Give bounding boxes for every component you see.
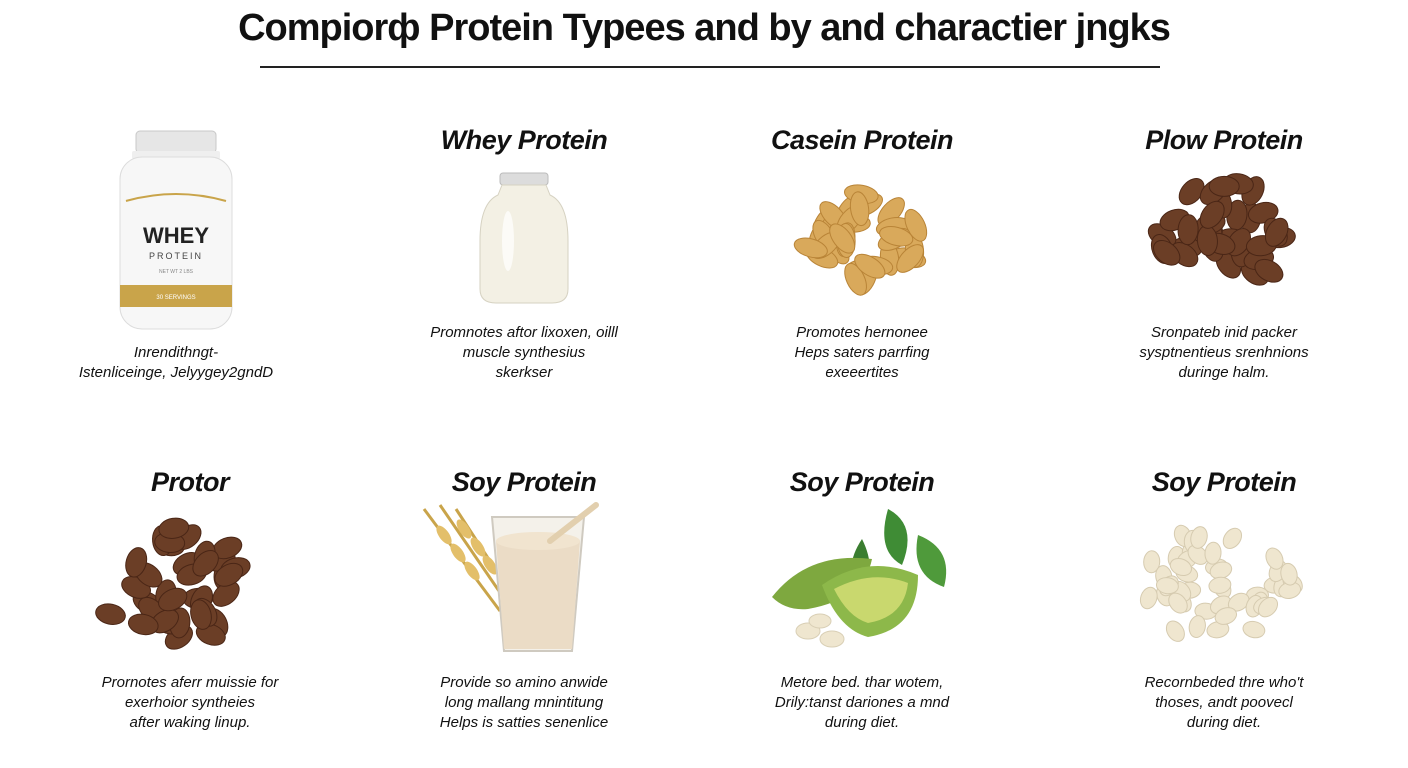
pile-piece xyxy=(1242,620,1266,639)
pile-piece xyxy=(1254,258,1284,283)
card-description: Prornotes aferr muissie for exerhoior sy… xyxy=(101,674,279,731)
pile-piece xyxy=(1188,615,1206,639)
pile-piece xyxy=(1169,557,1192,577)
pile-piece xyxy=(879,226,914,247)
card-whey-tub: WHEY PROTEIN NET WT 2 LBS 30 SERVINGS In… xyxy=(16,95,336,395)
whey-tub-icon: WHEY PROTEIN NET WT 2 LBS 30 SERVINGS xyxy=(119,130,233,330)
pile-piece xyxy=(127,613,159,636)
pile-piece xyxy=(1222,527,1243,549)
pile-piece xyxy=(1208,175,1240,197)
pile-piece xyxy=(854,253,886,279)
card-heading: Soy Protein xyxy=(451,467,597,497)
pile-piece xyxy=(125,547,148,578)
pile-piece xyxy=(190,599,212,630)
card-heading: Soy Protein xyxy=(789,467,935,497)
card-soy-shake: Soy Protein Provide so amino anwide long… xyxy=(364,437,684,737)
pile-piece xyxy=(1280,562,1298,586)
pile-piece xyxy=(1199,200,1225,229)
pile-piece xyxy=(1208,576,1232,594)
pile-piece xyxy=(829,223,856,254)
whey-tub-brand: WHEY xyxy=(143,223,209,248)
pile-piece xyxy=(1168,592,1188,614)
card-heading: Whey Protein xyxy=(440,125,608,155)
title-divider xyxy=(260,66,1160,68)
pile-piece xyxy=(1177,214,1199,246)
card-casein: Casein Protein Promotes hernonee Heps sa… xyxy=(702,95,1022,395)
pile-piece xyxy=(1190,526,1208,549)
pile-piece xyxy=(192,550,219,577)
card-heading: Casein Protein xyxy=(770,125,954,155)
white-beans-icon xyxy=(1139,524,1303,642)
pile-piece xyxy=(1139,586,1158,610)
almonds-icon xyxy=(793,184,928,296)
card-whey: Whey Protein Promnotes aftor lixoxen, oi… xyxy=(364,95,684,395)
pile-piece xyxy=(904,208,928,242)
shake-glass-wheat-icon xyxy=(422,502,599,652)
pile-piece xyxy=(1257,596,1279,618)
milk-jar-icon xyxy=(479,172,569,304)
pile-piece xyxy=(849,191,870,227)
cacao-beans-icon xyxy=(1147,173,1296,286)
whey-tub-band: 30 SERVINGS xyxy=(156,295,195,301)
pile-piece xyxy=(1214,607,1237,625)
card-description: Promnotes aftor lixoxen, oilll muscle sy… xyxy=(430,324,618,381)
pile-piece xyxy=(896,244,924,273)
pile-piece xyxy=(1155,577,1179,595)
whey-tub-fine: NET WT 2 LBS xyxy=(159,269,194,275)
cacao-beans-icon xyxy=(95,517,251,650)
pile-piece xyxy=(1143,550,1161,574)
card-description: Inrendithngt- Istenliceinge, Jelyygey2gn… xyxy=(78,344,274,381)
pile-piece xyxy=(158,517,190,539)
pile-piece xyxy=(158,587,188,612)
card-description: Sronpateb inid packer sysptnentieus sren… xyxy=(1139,324,1309,381)
card-heading: Plow Protein xyxy=(1145,125,1303,155)
card-plow: Plow Protein Sronpateb inid packer syspt… xyxy=(1064,95,1384,395)
pile-piece xyxy=(1187,544,1209,565)
card-heading: Protor xyxy=(151,467,230,497)
card-description: Provide so amino anwide long mallang mni… xyxy=(439,674,609,731)
card-description: Promotes hernonee Heps saters parrfing e… xyxy=(794,324,930,381)
pile-piece xyxy=(1153,239,1181,266)
pile-piece xyxy=(212,581,240,607)
card-description: Metore bed. thar wotem, Drily:tanst dari… xyxy=(774,674,950,731)
card-soy-beans: Soy Protein Recornbeded thre who't those… xyxy=(1064,437,1384,737)
pile-piece xyxy=(793,237,828,259)
pile-piece xyxy=(214,562,244,587)
card-description: Recornbeded thre who't thoses, andt poov… xyxy=(1144,674,1304,731)
pile-piece xyxy=(1265,547,1284,570)
pea-pod-leaves-icon xyxy=(772,509,947,648)
card-protor: Protor Prornotes aferr muissie for exerh… xyxy=(30,437,350,737)
page-title: Compiorф Protein Typees and by and chara… xyxy=(238,7,1171,49)
pile-piece xyxy=(1204,541,1222,565)
pile-piece xyxy=(1165,620,1185,642)
card-soy-pea: Soy Protein Metore bed. thar wotem, Dril… xyxy=(702,437,1022,737)
pile-piece xyxy=(1178,178,1205,206)
whey-tub-sub: PROTEIN xyxy=(149,251,203,261)
card-heading: Soy Protein xyxy=(1151,467,1297,497)
pile-piece xyxy=(95,603,126,625)
pile-piece xyxy=(1264,217,1289,247)
